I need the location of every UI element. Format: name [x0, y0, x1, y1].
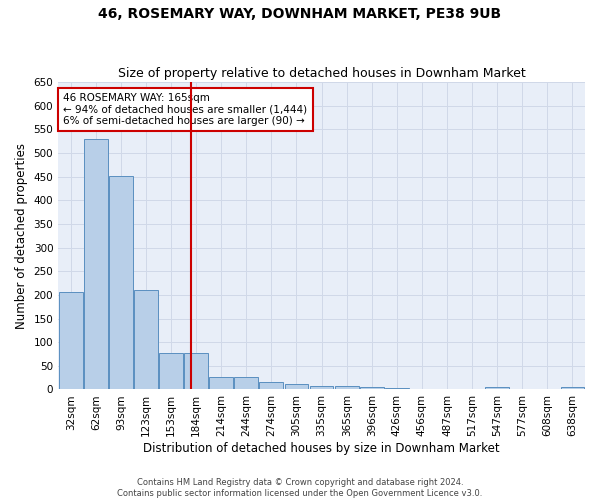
Bar [560, 387, 584, 390]
Bar [360, 387, 383, 390]
Y-axis label: Number of detached properties: Number of detached properties [15, 143, 28, 329]
Title: Size of property relative to detached houses in Downham Market: Size of property relative to detached ho… [118, 66, 526, 80]
Bar [184, 353, 208, 390]
Text: 46 ROSEMARY WAY: 165sqm
← 94% of detached houses are smaller (1,444)
6% of semi-: 46 ROSEMARY WAY: 165sqm ← 94% of detache… [64, 93, 308, 126]
X-axis label: Distribution of detached houses by size in Downham Market: Distribution of detached houses by size … [143, 442, 500, 455]
Bar [134, 290, 158, 390]
Bar [109, 176, 133, 390]
Bar [159, 353, 183, 390]
Bar [84, 139, 108, 390]
Bar [259, 382, 283, 390]
Bar [235, 376, 258, 390]
Bar [485, 387, 509, 390]
Bar [310, 386, 334, 390]
Bar [385, 388, 409, 390]
Bar [59, 292, 83, 390]
Bar [335, 386, 359, 390]
Text: 46, ROSEMARY WAY, DOWNHAM MARKET, PE38 9UB: 46, ROSEMARY WAY, DOWNHAM MARKET, PE38 9… [98, 8, 502, 22]
Text: Contains HM Land Registry data © Crown copyright and database right 2024.
Contai: Contains HM Land Registry data © Crown c… [118, 478, 482, 498]
Bar [209, 376, 233, 390]
Bar [284, 384, 308, 390]
